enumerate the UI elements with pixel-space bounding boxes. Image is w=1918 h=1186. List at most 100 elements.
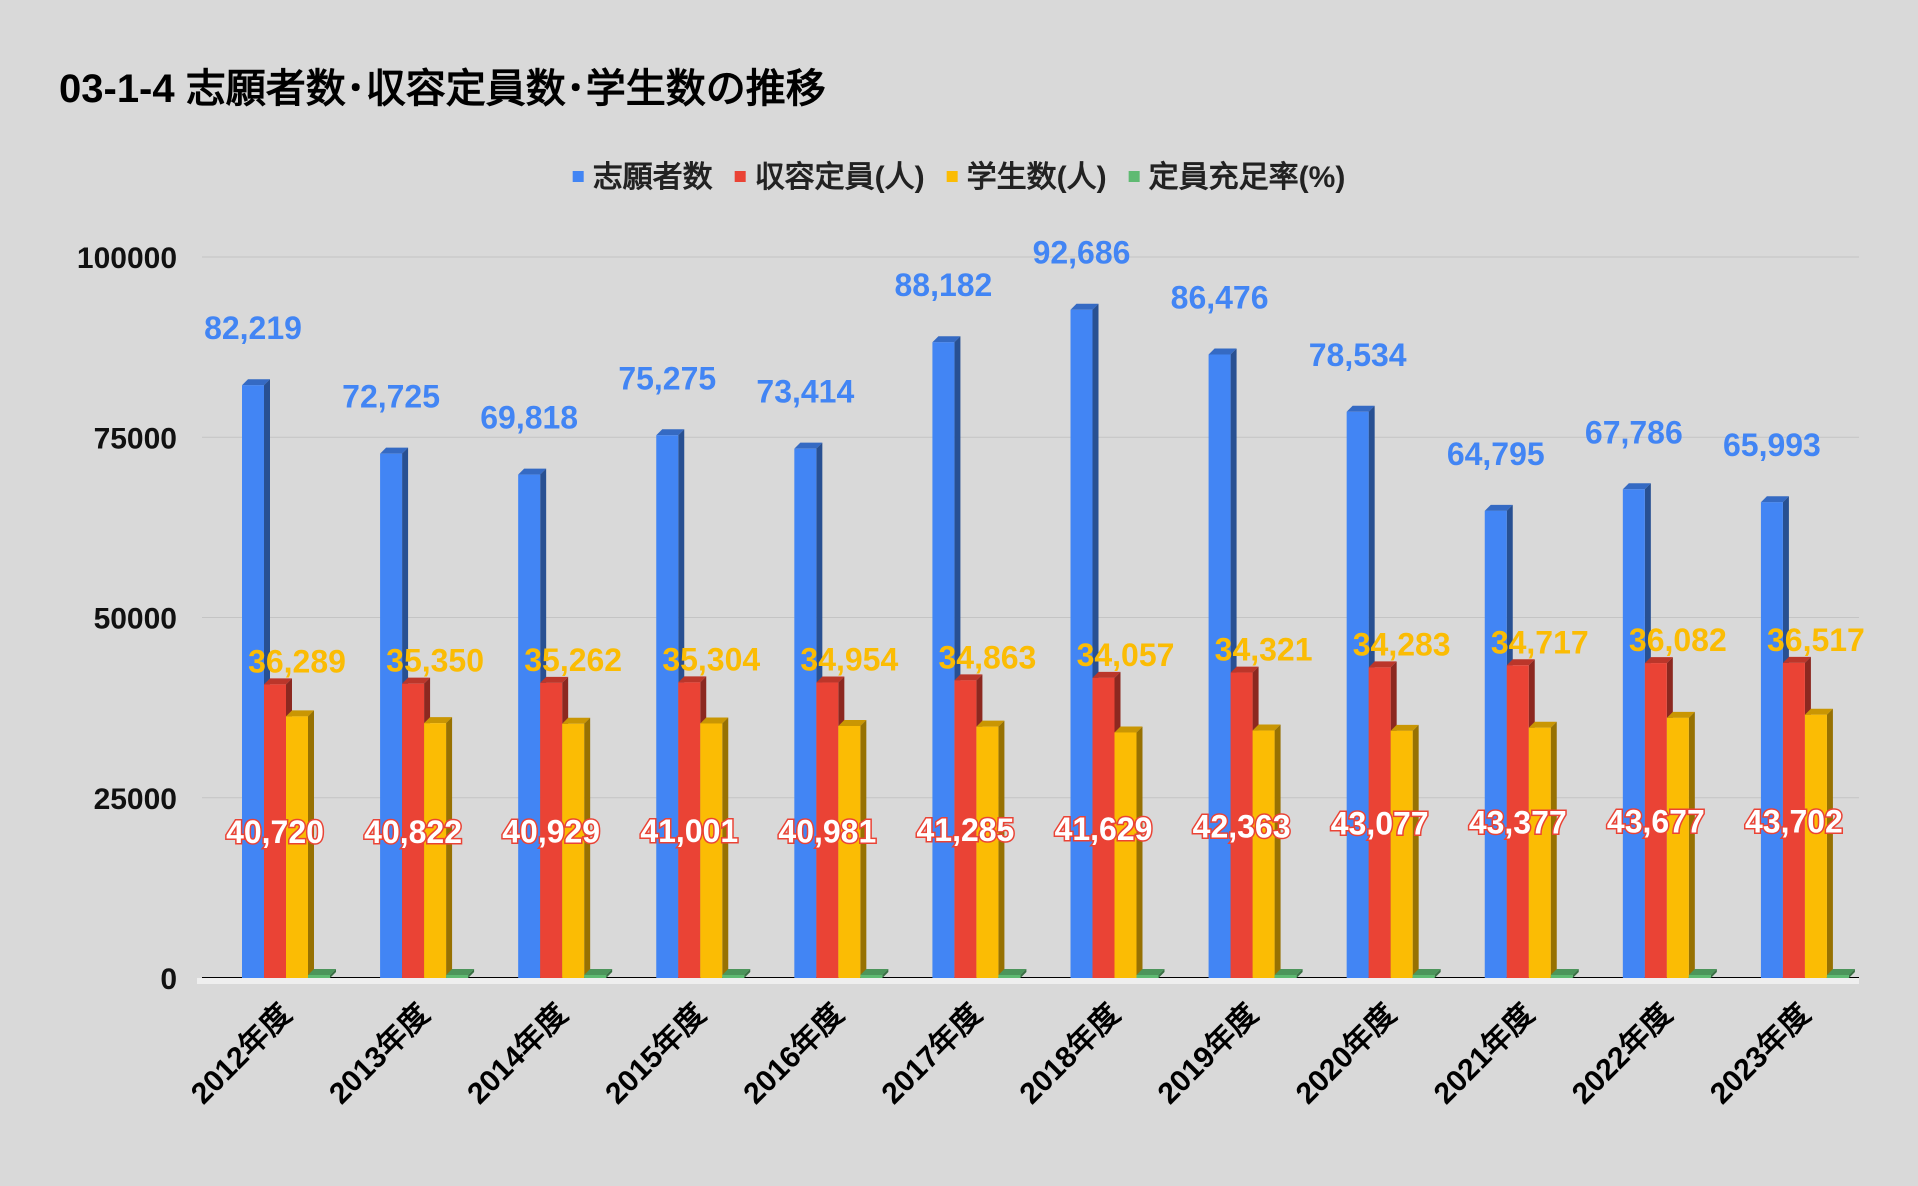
data-label: 41,629	[1055, 811, 1153, 847]
bar-学生数(人)-2016年度	[838, 725, 861, 978]
data-label: 40,822	[364, 814, 462, 850]
bar-side	[1158, 969, 1165, 978]
data-label: 36,082	[1629, 622, 1727, 658]
gridlines: 0 25000 50000 75000 100000	[77, 242, 1859, 996]
chart-title: 03-1-4 志願者数･収容定員数･学生数の推移	[59, 67, 826, 111]
y-tick-label: 75000	[94, 422, 177, 455]
data-label: 43,377	[1469, 805, 1567, 841]
x-tick-label: 2015年度	[599, 998, 712, 1111]
bar-side	[1826, 708, 1833, 978]
bar-志願者数-2018年度	[1070, 309, 1093, 978]
x-tick-label: 2018年度	[1014, 998, 1127, 1111]
bar-top	[1782, 656, 1811, 663]
x-tick-label: 2019年度	[1152, 998, 1265, 1111]
bar-収容定員(人)-2017年度	[954, 680, 977, 978]
bar-収容定員(人)-2023年度	[1782, 662, 1805, 978]
bar-収容定員(人)-2022年度	[1644, 663, 1667, 978]
data-label: 35,304	[662, 641, 760, 677]
x-tick-label: 2014年度	[461, 998, 574, 1111]
bar-side	[744, 969, 751, 978]
data-label: 64,795	[1447, 436, 1545, 472]
bar-志願者数-2020年度	[1346, 411, 1369, 978]
bar-収容定員(人)-2019年度	[1230, 672, 1253, 978]
data-label: 67,786	[1585, 414, 1683, 450]
legend-label-0: 志願者数	[593, 161, 714, 194]
floor	[197, 978, 1859, 984]
bar-収容定員(人)-2013年度	[402, 683, 425, 978]
data-label: 75,275	[618, 360, 716, 396]
bar-top	[584, 969, 613, 975]
bar-top	[1760, 496, 1789, 503]
bar-side	[1412, 724, 1419, 978]
bar-学生数(人)-2021年度	[1528, 727, 1551, 978]
data-label: 34,057	[1077, 637, 1175, 673]
data-label: 43,077	[1331, 806, 1429, 842]
bar-top	[1484, 504, 1513, 511]
bar-学生数(人)-2023年度	[1804, 714, 1827, 978]
bar-定員充足率(%)-2022年度	[1688, 975, 1711, 978]
data-label: 42,363	[1193, 808, 1291, 844]
bar-志願者数-2017年度	[932, 342, 955, 979]
data-label: 34,321	[1215, 632, 1313, 668]
data-label: 34,863	[938, 639, 1036, 675]
bar-top	[562, 717, 591, 724]
data-label: 73,414	[756, 374, 854, 410]
bar-top	[1550, 969, 1579, 975]
bar-定員充足率(%)-2012年度	[308, 975, 330, 978]
bar-top	[402, 677, 431, 684]
bar-top	[816, 676, 845, 683]
bar-top	[1252, 724, 1281, 731]
legend-label-1: 収容定員(人)	[755, 160, 925, 194]
x-tick-label: 2022年度	[1566, 998, 1679, 1111]
bar-top	[794, 442, 823, 449]
bar-定員充足率(%)-2021年度	[1550, 975, 1573, 978]
bar-収容定員(人)-2020年度	[1368, 667, 1391, 978]
bar-志願者数-2021年度	[1484, 510, 1507, 978]
bar-side	[722, 717, 729, 978]
bar-収容定員(人)-2016年度	[816, 682, 839, 978]
bar-収容定員(人)-2012年度	[264, 684, 286, 978]
bar-top	[1826, 969, 1855, 975]
data-label: 86,476	[1171, 280, 1269, 316]
bar-学生数(人)-2020年度	[1390, 730, 1413, 978]
bar-side	[584, 717, 591, 978]
bar-top	[264, 678, 292, 685]
legend-swatch-1	[734, 171, 746, 182]
bar-top	[446, 969, 475, 975]
bar-top	[1368, 661, 1397, 668]
bar-top	[1208, 348, 1237, 355]
bar-top	[1804, 708, 1833, 715]
bar-収容定員(人)-2015年度	[678, 682, 701, 978]
data-label: 43,702	[1745, 803, 1843, 839]
bar-top	[954, 674, 983, 681]
bar-side	[308, 710, 314, 978]
data-label: 36,517	[1767, 622, 1865, 658]
bar-top	[932, 336, 961, 343]
bar-top	[1390, 724, 1419, 731]
y-tick-label: 100000	[77, 242, 177, 275]
bar-top	[1506, 659, 1535, 666]
bar-志願者数-2019年度	[1208, 354, 1231, 978]
x-axis-labels: 2012年度 2013年度 2014年度 2015年度 2016年度 2017年度 2018…	[185, 998, 1817, 1111]
bar-定員充足率(%)-2013年度	[446, 975, 469, 978]
bar-top	[722, 969, 751, 975]
data-label: 34,954	[800, 642, 898, 678]
bar-top	[700, 717, 729, 724]
bar-top	[838, 719, 867, 726]
bar-top	[424, 717, 453, 724]
bar-志願者数-2022年度	[1622, 489, 1645, 978]
bar-収容定員(人)-2014年度	[540, 682, 563, 978]
bar-定員充足率(%)-2020年度	[1412, 975, 1435, 978]
legend-label-2: 学生数(人)	[967, 160, 1107, 194]
bar-side	[1572, 969, 1579, 978]
bar-top	[1136, 969, 1165, 975]
bar-志願者数-2023年度	[1760, 502, 1783, 978]
data-label: 43,677	[1607, 804, 1705, 840]
bar-top	[286, 710, 314, 717]
bar-top	[1528, 721, 1557, 728]
legend-swatch-0	[572, 171, 584, 182]
x-tick-label: 2020年度	[1290, 998, 1403, 1111]
data-label: 40,720	[226, 814, 324, 850]
bar-side	[606, 969, 613, 978]
bar-志願者数-2014年度	[518, 474, 541, 978]
